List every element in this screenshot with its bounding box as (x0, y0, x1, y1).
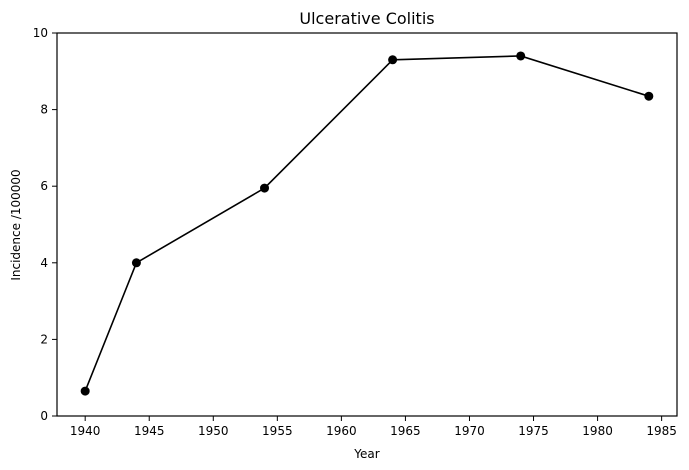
y-tick-label: 10 (33, 26, 48, 40)
x-tick-label: 1975 (518, 424, 549, 438)
data-point (644, 91, 654, 101)
data-point (131, 258, 141, 268)
y-tick-label: 6 (40, 179, 48, 193)
x-tick-label: 1970 (454, 424, 485, 438)
data-point (80, 386, 90, 396)
y-tick-label: 4 (40, 256, 48, 270)
data-point (388, 55, 398, 65)
x-tick-label: 1940 (70, 424, 101, 438)
y-tick-label: 2 (40, 332, 48, 346)
plot-area: 1940 1945 1950 1955 1960 1965 1970 1975 1980 1985… (33, 26, 678, 438)
data-point (260, 183, 270, 193)
x-tick-label: 1980 (582, 424, 613, 438)
x-tick-label: 1955 (262, 424, 293, 438)
plot-frame (56, 32, 678, 417)
series-line (84, 55, 650, 392)
x-tick-label: 1945 (134, 424, 165, 438)
y-tick-label: 0 (40, 409, 48, 423)
x-tick-label: 1985 (646, 424, 677, 438)
data-point (516, 51, 526, 61)
y-axis-label: Incidence /100000 (9, 169, 23, 280)
chart-title: Ulcerative Colitis (299, 9, 434, 28)
x-tick-label: 1960 (326, 424, 357, 438)
x-axis-label: Year (353, 447, 379, 461)
x-tick-label: 1950 (198, 424, 229, 438)
x-tick-label: 1965 (390, 424, 421, 438)
y-tick-label: 8 (40, 103, 48, 117)
